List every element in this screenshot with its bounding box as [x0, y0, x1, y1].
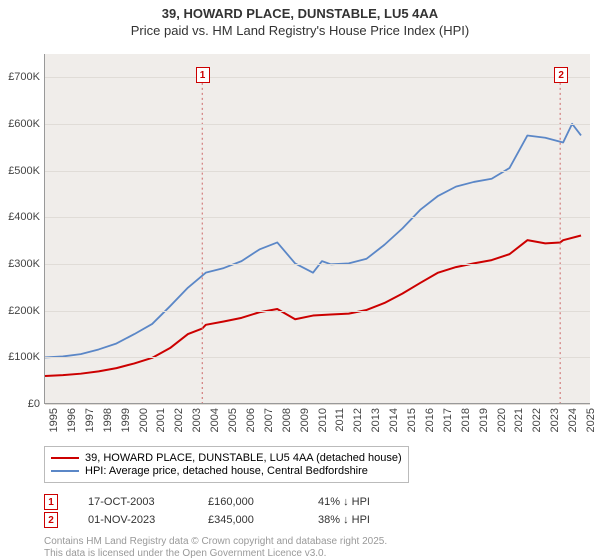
x-axis-tick-label: 2020 — [496, 408, 508, 432]
x-axis-tick-label: 1997 — [84, 408, 96, 432]
sale-date: 01-NOV-2023 — [88, 514, 178, 526]
x-axis-tick-label: 2019 — [478, 408, 490, 432]
gridline — [45, 77, 590, 78]
sale-table: 1 17-OCT-2003 £160,000 41% ↓ HPI 2 01-NO… — [44, 492, 408, 530]
x-axis-tick-label: 2021 — [513, 408, 525, 432]
gridline — [45, 171, 590, 172]
x-axis-tick-label: 2012 — [352, 408, 364, 432]
series-line-price_paid — [45, 235, 581, 375]
x-axis-tick-label: 2011 — [334, 408, 346, 432]
chart-lines-svg — [45, 54, 590, 403]
y-axis-tick-label: £0 — [0, 398, 40, 410]
sale-marker-icon: 2 — [44, 512, 58, 528]
gridline — [45, 124, 590, 125]
sale-marker-icon: 1 — [44, 494, 58, 510]
x-axis-tick-label: 2004 — [209, 408, 221, 432]
legend-label: 39, HOWARD PLACE, DUNSTABLE, LU5 4AA (de… — [85, 452, 402, 464]
legend-swatch — [51, 470, 79, 472]
legend-swatch — [51, 457, 79, 459]
x-axis-tick-label: 2025 — [585, 408, 597, 432]
x-axis-tick-label: 2016 — [424, 408, 436, 432]
x-axis-tick-label: 2002 — [173, 408, 185, 432]
legend-label: HPI: Average price, detached house, Cent… — [85, 465, 368, 477]
attribution-line: This data is licensed under the Open Gov… — [44, 548, 387, 560]
gridline — [45, 404, 590, 405]
y-axis-tick-label: £600K — [0, 118, 40, 130]
gridline — [45, 264, 590, 265]
x-axis-tick-label: 2023 — [549, 408, 561, 432]
chart-subtitle: Price paid vs. HM Land Registry's House … — [0, 23, 600, 38]
x-axis-tick-label: 2010 — [317, 408, 329, 432]
y-axis-tick-label: £400K — [0, 211, 40, 223]
sale-price: £345,000 — [208, 514, 288, 526]
sale-marker-icon: 1 — [196, 67, 210, 83]
x-axis-tick-label: 2008 — [281, 408, 293, 432]
gridline — [45, 357, 590, 358]
x-axis-tick-label: 1999 — [120, 408, 132, 432]
x-axis-tick-label: 2022 — [531, 408, 543, 432]
x-axis-tick-label: 2006 — [245, 408, 257, 432]
chart-plot-area: 12 — [44, 54, 590, 404]
x-axis-tick-label: 2001 — [155, 408, 167, 432]
x-axis-tick-label: 2009 — [299, 408, 311, 432]
x-axis-tick-label: 2024 — [567, 408, 579, 432]
x-axis-tick-label: 1996 — [66, 408, 78, 432]
attribution-line: Contains HM Land Registry data © Crown c… — [44, 536, 387, 548]
x-axis-tick-label: 2015 — [406, 408, 418, 432]
y-axis-tick-label: £200K — [0, 305, 40, 317]
chart-title-block: 39, HOWARD PLACE, DUNSTABLE, LU5 4AA Pri… — [0, 0, 600, 38]
gridline — [45, 311, 590, 312]
x-axis-tick-label: 2017 — [442, 408, 454, 432]
x-axis-tick-label: 2003 — [191, 408, 203, 432]
sale-marker-icon: 2 — [554, 67, 568, 83]
attribution-text: Contains HM Land Registry data © Crown c… — [44, 536, 387, 560]
y-axis-tick-label: £300K — [0, 258, 40, 270]
x-axis-tick-label: 2000 — [138, 408, 150, 432]
sale-price: £160,000 — [208, 496, 288, 508]
x-axis-tick-label: 2005 — [227, 408, 239, 432]
series-line-hpi — [45, 124, 581, 358]
x-axis-tick-label: 1998 — [102, 408, 114, 432]
sale-row: 2 01-NOV-2023 £345,000 38% ↓ HPI — [44, 512, 408, 528]
x-axis-tick-label: 2018 — [460, 408, 472, 432]
y-axis-tick-label: £100K — [0, 351, 40, 363]
x-axis-tick-label: 2007 — [263, 408, 275, 432]
legend-item: 39, HOWARD PLACE, DUNSTABLE, LU5 4AA (de… — [51, 452, 402, 464]
sale-hpi-delta: 41% ↓ HPI — [318, 496, 408, 508]
chart-title: 39, HOWARD PLACE, DUNSTABLE, LU5 4AA — [0, 6, 600, 21]
chart-legend: 39, HOWARD PLACE, DUNSTABLE, LU5 4AA (de… — [44, 446, 409, 483]
legend-item: HPI: Average price, detached house, Cent… — [51, 465, 402, 477]
y-axis-tick-label: £500K — [0, 165, 40, 177]
sale-hpi-delta: 38% ↓ HPI — [318, 514, 408, 526]
x-axis-tick-label: 2014 — [388, 408, 400, 432]
y-axis-tick-label: £700K — [0, 71, 40, 83]
gridline — [45, 217, 590, 218]
x-axis-tick-label: 2013 — [370, 408, 382, 432]
sale-date: 17-OCT-2003 — [88, 496, 178, 508]
x-axis-tick-label: 1995 — [48, 408, 60, 432]
sale-row: 1 17-OCT-2003 £160,000 41% ↓ HPI — [44, 494, 408, 510]
